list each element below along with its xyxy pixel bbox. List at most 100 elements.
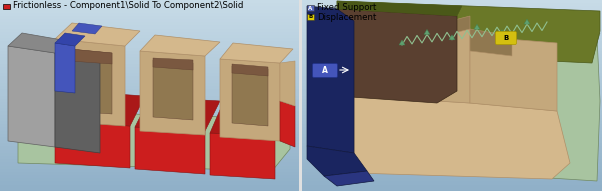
Polygon shape [140,51,205,135]
Polygon shape [232,66,268,126]
Bar [0,180,299,185]
Bar [0,63,299,67]
Bar [302,85,602,89]
Bar [302,28,602,32]
Text: Displacement: Displacement [317,12,376,22]
Polygon shape [135,127,205,174]
Bar [299,0,302,191]
Bar [0,133,299,137]
Bar [0,44,299,48]
Bar [302,184,602,188]
Bar [302,98,602,102]
Polygon shape [55,53,100,153]
Polygon shape [70,49,112,114]
Text: Frictionless - Component1\Solid To Component2\Solid: Frictionless - Component1\Solid To Compo… [13,2,243,11]
Bar [0,126,299,130]
Bar [0,174,299,178]
Bar [0,28,299,32]
Bar [302,101,602,105]
Polygon shape [499,30,505,35]
Polygon shape [135,97,220,131]
Bar [302,129,602,134]
Polygon shape [210,133,275,179]
Bar [302,82,602,86]
Text: B: B [308,15,312,19]
Polygon shape [442,16,470,36]
Bar [302,180,602,185]
Polygon shape [55,43,75,93]
Polygon shape [55,91,145,126]
Bar [0,91,299,96]
Bar [0,136,299,140]
Polygon shape [220,43,293,63]
Bar [0,18,299,22]
Bar [302,110,602,115]
Bar [0,184,299,188]
Bar [0,104,299,108]
Polygon shape [354,96,570,179]
Bar [302,5,602,10]
Bar [302,24,602,29]
Bar [0,161,299,166]
Bar [302,72,602,76]
Polygon shape [280,61,295,106]
Bar [302,15,602,19]
Bar [302,79,602,83]
Bar [0,142,299,146]
Polygon shape [72,23,102,34]
Bar [0,120,299,124]
Polygon shape [8,46,55,147]
Bar [302,161,602,166]
Bar [302,114,602,118]
Bar [0,139,299,143]
Bar [302,164,602,169]
Polygon shape [55,121,130,168]
Bar [0,0,299,3]
Text: B: B [503,35,509,41]
Bar [302,95,602,99]
Bar [0,168,299,172]
Bar [0,164,299,169]
Bar [302,9,602,13]
Bar [0,129,299,134]
Bar [302,21,602,25]
Bar [302,88,602,92]
Bar [0,47,299,51]
Text: A: A [322,66,328,75]
Bar [0,114,299,118]
Bar [0,149,299,153]
Bar [302,34,602,38]
Bar [307,14,314,20]
Polygon shape [470,29,512,56]
Bar [302,44,602,48]
Polygon shape [280,101,295,147]
Bar [0,85,299,89]
Bar [0,50,299,54]
Bar [0,107,299,111]
Bar [302,75,602,80]
Text: Fixed Support: Fixed Support [317,3,376,12]
Bar [302,145,602,150]
Bar [302,12,602,16]
Bar [302,177,602,181]
Bar [302,63,602,67]
Bar [302,120,602,124]
Polygon shape [524,19,530,24]
Bar [0,158,299,162]
Bar [0,101,299,105]
Bar [0,82,299,86]
Bar [302,107,602,111]
Polygon shape [210,103,288,136]
FancyBboxPatch shape [495,32,517,45]
Bar [0,117,299,121]
Bar [302,174,602,178]
Polygon shape [337,1,462,16]
Polygon shape [232,64,268,76]
Bar [0,88,299,92]
Bar [302,142,602,146]
Bar [302,155,602,159]
Bar [0,171,299,175]
Bar [0,59,299,64]
Polygon shape [470,29,600,181]
Bar [302,152,602,156]
